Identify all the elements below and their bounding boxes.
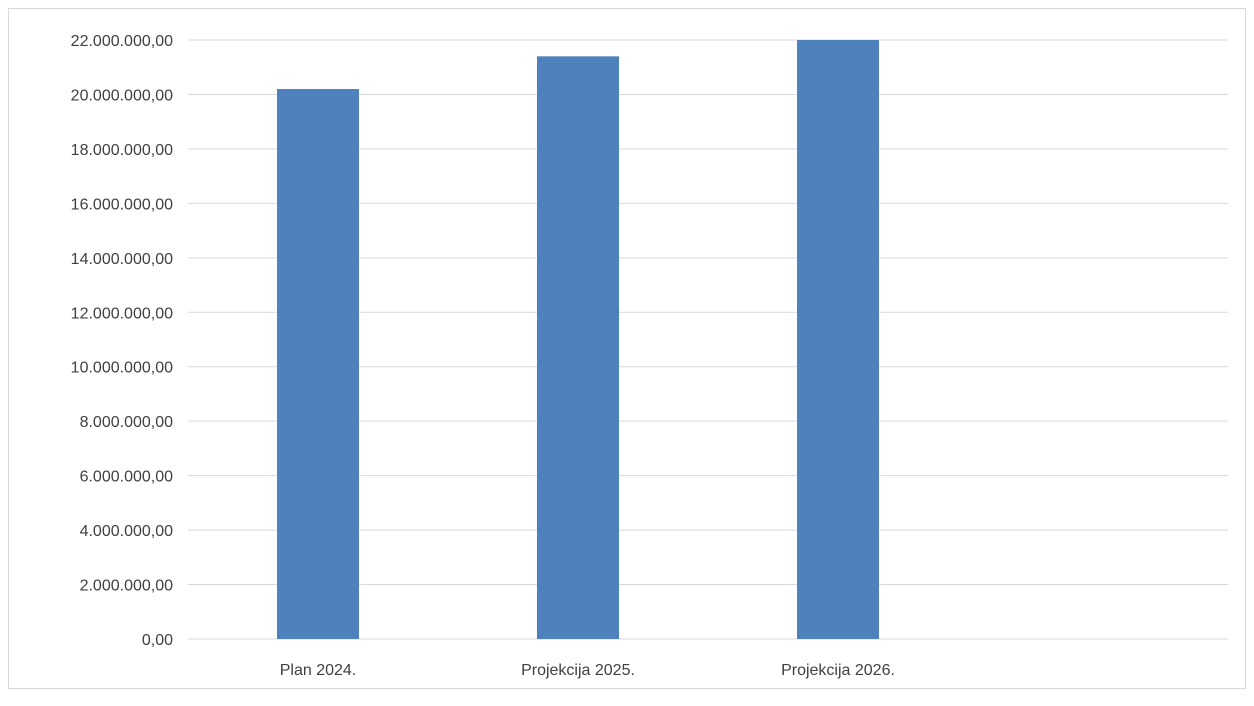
bar [797,40,879,639]
x-axis-tick-labels: Plan 2024. Projekcija 2025. Projekcija 202… [280,662,895,679]
y-tick-label: 4.000.000,00 [80,523,174,540]
y-tick-label: 0,00 [142,632,173,649]
y-tick-label: 10.000.000,00 [71,360,173,377]
x-tick-label: Projekcija 2026. [781,662,895,679]
y-tick-label: 2.000.000,00 [80,578,174,595]
bars [277,40,879,639]
y-tick-label: 6.000.000,00 [80,469,174,486]
bar [537,56,619,639]
y-tick-label: 20.000.000,00 [71,87,173,104]
y-tick-label: 18.000.000,00 [71,142,173,159]
y-tick-label: 14.000.000,00 [71,251,173,268]
gridlines [188,39,1228,640]
bar-chart: 0,00 2.000.000,00 4.000.000,00 6.000.000,00… [71,33,1228,679]
bar [277,89,359,639]
y-tick-label: 22.000.000,00 [71,33,173,50]
y-tick-label: 16.000.000,00 [71,196,173,213]
x-tick-label: Plan 2024. [280,662,357,679]
y-axis-tick-labels: 0,00 2.000.000,00 4.000.000,00 6.000.000,00… [71,33,173,649]
y-tick-label: 12.000.000,00 [71,305,173,322]
y-tick-label: 8.000.000,00 [80,414,174,431]
x-tick-label: Projekcija 2025. [521,662,635,679]
chart-area: 0,00 2.000.000,00 4.000.000,00 6.000.000,00… [8,8,1246,689]
